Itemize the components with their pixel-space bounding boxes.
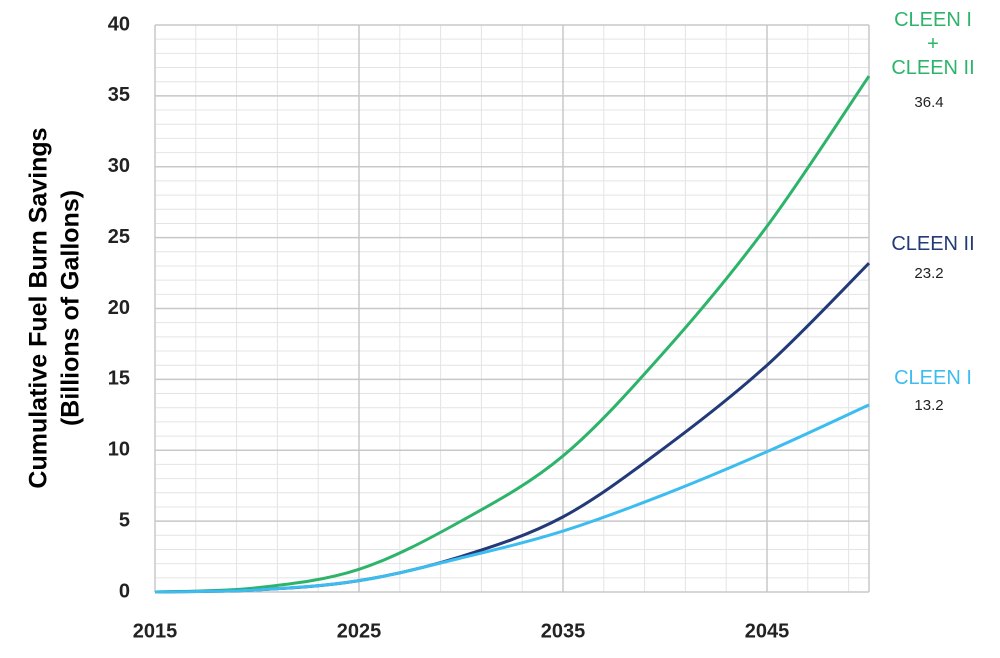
series-label: CLEEN II	[891, 233, 975, 255]
y-tick-label: 20	[108, 297, 130, 319]
y-tick-label: 35	[108, 84, 130, 106]
line-series	[154, 262, 871, 594]
line-series	[154, 403, 870, 594]
x-tick-label: 2045	[745, 620, 790, 642]
y-tick-label: 40	[108, 13, 130, 35]
y-axis-label: (Billions of Gallons)	[57, 190, 85, 426]
y-tick-label: 5	[119, 509, 130, 531]
value-label: 36.4	[914, 94, 944, 111]
y-tick-label: 0	[119, 580, 130, 602]
line-series	[154, 75, 871, 594]
series-label: CLEEN I + CLEEN II	[891, 9, 975, 79]
x-tick-label: 2035	[541, 620, 586, 642]
y-tick-label: 10	[108, 439, 130, 461]
y-tick-label: 25	[108, 226, 130, 248]
y-tick-label: 15	[108, 368, 130, 390]
series-label: CLEEN I	[894, 367, 972, 389]
x-tick-label: 2025	[337, 620, 382, 642]
y-tick-label: 30	[108, 155, 130, 177]
value-label: 13.2	[914, 397, 944, 414]
x-tick-label: 2015	[133, 620, 178, 642]
value-label: 23.2	[914, 265, 944, 282]
y-axis-label: Cumulative Fuel Burn Savings	[25, 127, 53, 488]
